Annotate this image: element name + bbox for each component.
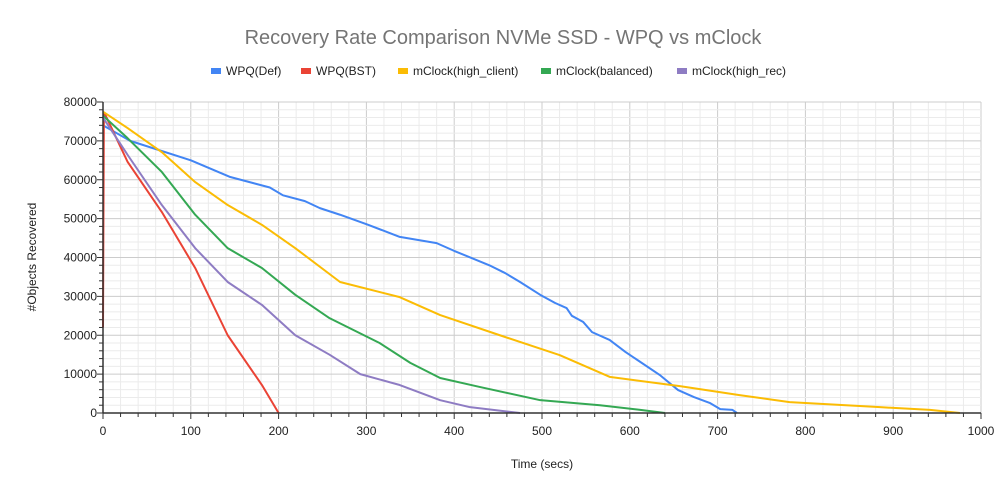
legend-item[interactable]: WPQ(BST) <box>301 64 376 78</box>
legend-item[interactable]: mClock(balanced) <box>541 64 653 78</box>
y-tick-label: 70000 <box>64 134 98 148</box>
y-tick-label: 40000 <box>64 251 98 265</box>
legend-swatch <box>301 68 311 74</box>
series-line <box>102 110 961 414</box>
legend-item[interactable]: mClock(high_client) <box>398 64 518 78</box>
axes: 0 100 200 300 400 500 600 700 800 900 100001000020… <box>64 95 995 438</box>
chart-title: Recovery Rate Comparison NVMe SSD - WPQ … <box>245 27 763 49</box>
y-tick-label: 50000 <box>64 212 98 226</box>
series-3 <box>102 114 666 414</box>
y-tick-label: 0 <box>90 406 97 420</box>
x-axis-label: Time (secs) <box>511 457 573 471</box>
x-tick-label: 300 <box>356 424 376 438</box>
x-tick-label: 600 <box>620 424 640 438</box>
gridlines <box>102 101 982 414</box>
legend-swatch <box>211 68 221 74</box>
legend-item[interactable]: mClock(high_rec) <box>677 64 786 78</box>
x-tick-label: 800 <box>795 424 815 438</box>
y-tick-label: 20000 <box>64 328 98 342</box>
series-line <box>102 124 738 414</box>
y-axis-label: #Objects Recovered <box>25 203 39 312</box>
x-tick-label: 500 <box>532 424 552 438</box>
legend-label: mClock(high_rec) <box>692 64 786 78</box>
legend-label: WPQ(BST) <box>316 64 376 78</box>
legend-label: mClock(balanced) <box>556 64 653 78</box>
x-tick-label: 400 <box>444 424 464 438</box>
legend-swatch <box>398 68 408 74</box>
y-tick-label: 80000 <box>64 95 98 109</box>
legend: WPQ(Def) WPQ(BST) mClock(high_client) mCloc… <box>211 64 786 78</box>
legend-swatch <box>541 68 551 74</box>
y-tick-label: 60000 <box>64 173 98 187</box>
y-tick-label: 30000 <box>64 289 98 303</box>
legend-label: WPQ(Def) <box>226 64 281 78</box>
series-0 <box>102 124 738 414</box>
legend-item[interactable]: WPQ(Def) <box>211 64 281 78</box>
series-line <box>102 114 666 414</box>
y-tick-label: 10000 <box>64 367 98 381</box>
legend-swatch <box>677 68 687 74</box>
x-tick-label: 100 <box>181 424 201 438</box>
x-tick-label: 900 <box>883 424 903 438</box>
series-group <box>102 110 961 414</box>
x-tick-label: 700 <box>708 424 728 438</box>
x-tick-label: 200 <box>269 424 289 438</box>
x-tick-label: 0 <box>100 424 107 438</box>
legend-label: mClock(high_client) <box>413 64 518 78</box>
series-2 <box>102 110 961 414</box>
series-4 <box>102 116 521 414</box>
x-tick-label: 1000 <box>968 424 995 438</box>
series-line <box>102 116 521 414</box>
